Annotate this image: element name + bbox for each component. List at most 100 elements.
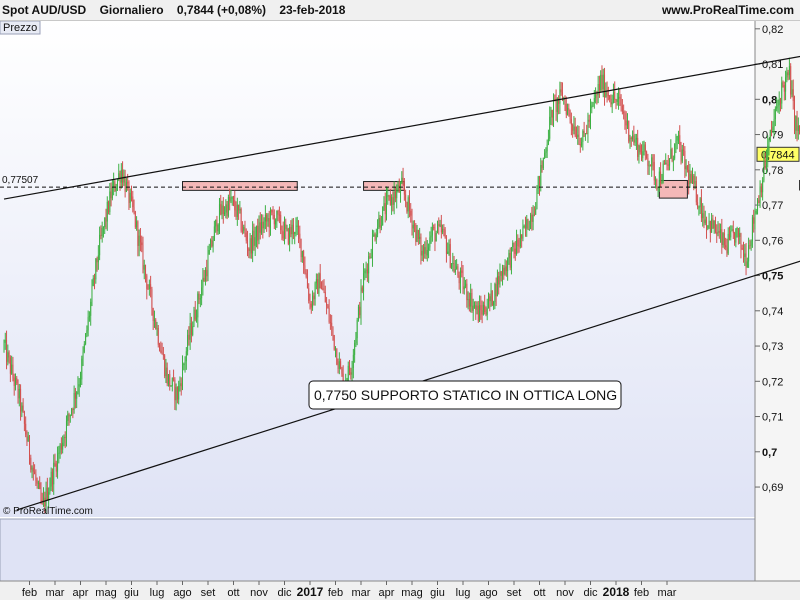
candle-body (51, 472, 52, 487)
candle-body (200, 298, 201, 299)
candle-body (604, 75, 605, 97)
candle-body (225, 204, 226, 212)
candle-body (677, 136, 678, 141)
candle-body (669, 158, 670, 165)
candle-body (682, 150, 683, 162)
candle-body (482, 310, 483, 314)
candle-body (477, 306, 478, 310)
candle-body (536, 189, 537, 209)
candle-body (193, 310, 194, 327)
x-tick-label: ago (479, 587, 497, 599)
candle-body (16, 378, 17, 383)
symbol-label[interactable]: Spot AUD/USD (2, 3, 86, 17)
candle-body (38, 483, 39, 484)
candle-body (550, 110, 551, 117)
x-tick-label: lug (456, 587, 471, 599)
candle-body (617, 99, 618, 102)
x-tick-label: giu (430, 587, 445, 599)
candle-body (181, 383, 182, 386)
candle-body (95, 258, 96, 279)
candle-body (456, 266, 457, 269)
candle-body (520, 234, 521, 246)
candle-body (377, 227, 378, 234)
candle-body (627, 121, 628, 126)
candle-body (786, 72, 787, 77)
candle-body (210, 240, 211, 250)
candle-body (348, 366, 349, 383)
candle-body (67, 414, 68, 421)
candle-body (524, 226, 525, 227)
candle-body (534, 215, 535, 216)
candle-body (438, 224, 439, 226)
candle-body (672, 149, 673, 161)
candle-body (586, 133, 587, 134)
x-tick-label: 2018 (603, 585, 630, 599)
candle-body (561, 89, 562, 92)
candle-body (784, 85, 785, 92)
x-tick-label: mar (658, 587, 677, 599)
candle-body (621, 98, 622, 105)
candle-body (208, 254, 209, 276)
candle-body (358, 307, 359, 320)
candle-body (675, 141, 676, 144)
candle-body (538, 176, 539, 189)
candle-body (596, 94, 597, 95)
candle-body (772, 127, 773, 130)
candle-body (698, 207, 699, 208)
candle-body (4, 343, 5, 346)
candle-body (409, 197, 410, 210)
candle-body (577, 135, 578, 138)
y-tick-label: 0,71 (762, 412, 783, 424)
candle-body (790, 66, 791, 94)
candle-body (459, 275, 460, 283)
candle-body (20, 389, 21, 412)
candle-body (757, 200, 758, 210)
candle-body (174, 380, 175, 401)
candle-body (652, 157, 653, 162)
x-tick-label: ott (533, 587, 545, 599)
candle-body (798, 126, 799, 131)
candle-body (395, 191, 396, 198)
candle-body (34, 472, 35, 474)
candle-body (85, 333, 86, 344)
candle-body (153, 308, 154, 321)
candle-body (552, 110, 553, 118)
candle-body (167, 368, 168, 384)
candle-body (179, 383, 180, 386)
candle-body (283, 231, 284, 238)
level-label: 0,77507 (2, 175, 39, 186)
candle-body (729, 234, 730, 238)
candle-body (69, 414, 70, 416)
candle-body (626, 121, 627, 126)
candle-body (308, 288, 309, 300)
candle-body (250, 238, 251, 251)
candle-body (612, 102, 613, 104)
candle-body (214, 226, 215, 240)
candle-body (44, 498, 45, 506)
candle-body (361, 287, 362, 315)
timeframe-label[interactable]: Giornaliero (100, 3, 164, 17)
candle-body (306, 273, 307, 277)
candle-body (723, 233, 724, 245)
candle-body (295, 226, 296, 232)
candle-body (545, 151, 546, 153)
x-tick-label: nov (250, 587, 268, 599)
candle-body (230, 199, 231, 202)
candle-body (108, 202, 109, 212)
candle-body (177, 387, 178, 399)
candle-body (150, 284, 151, 289)
candle-body (769, 141, 770, 146)
candle-body (711, 219, 712, 233)
candle-body (369, 256, 370, 257)
candle-body (23, 406, 24, 412)
candle-body (368, 256, 369, 273)
candle-body (185, 361, 186, 364)
candle-body (30, 458, 31, 470)
price-change-label: 0,7844 (+0,08%) (177, 3, 266, 17)
candle-body (378, 218, 379, 227)
candle-body (327, 305, 328, 308)
candle-body (396, 191, 397, 199)
site-label[interactable]: www.ProRealTime.com (662, 3, 794, 17)
candle-body (535, 209, 536, 215)
candle-body (269, 218, 270, 228)
